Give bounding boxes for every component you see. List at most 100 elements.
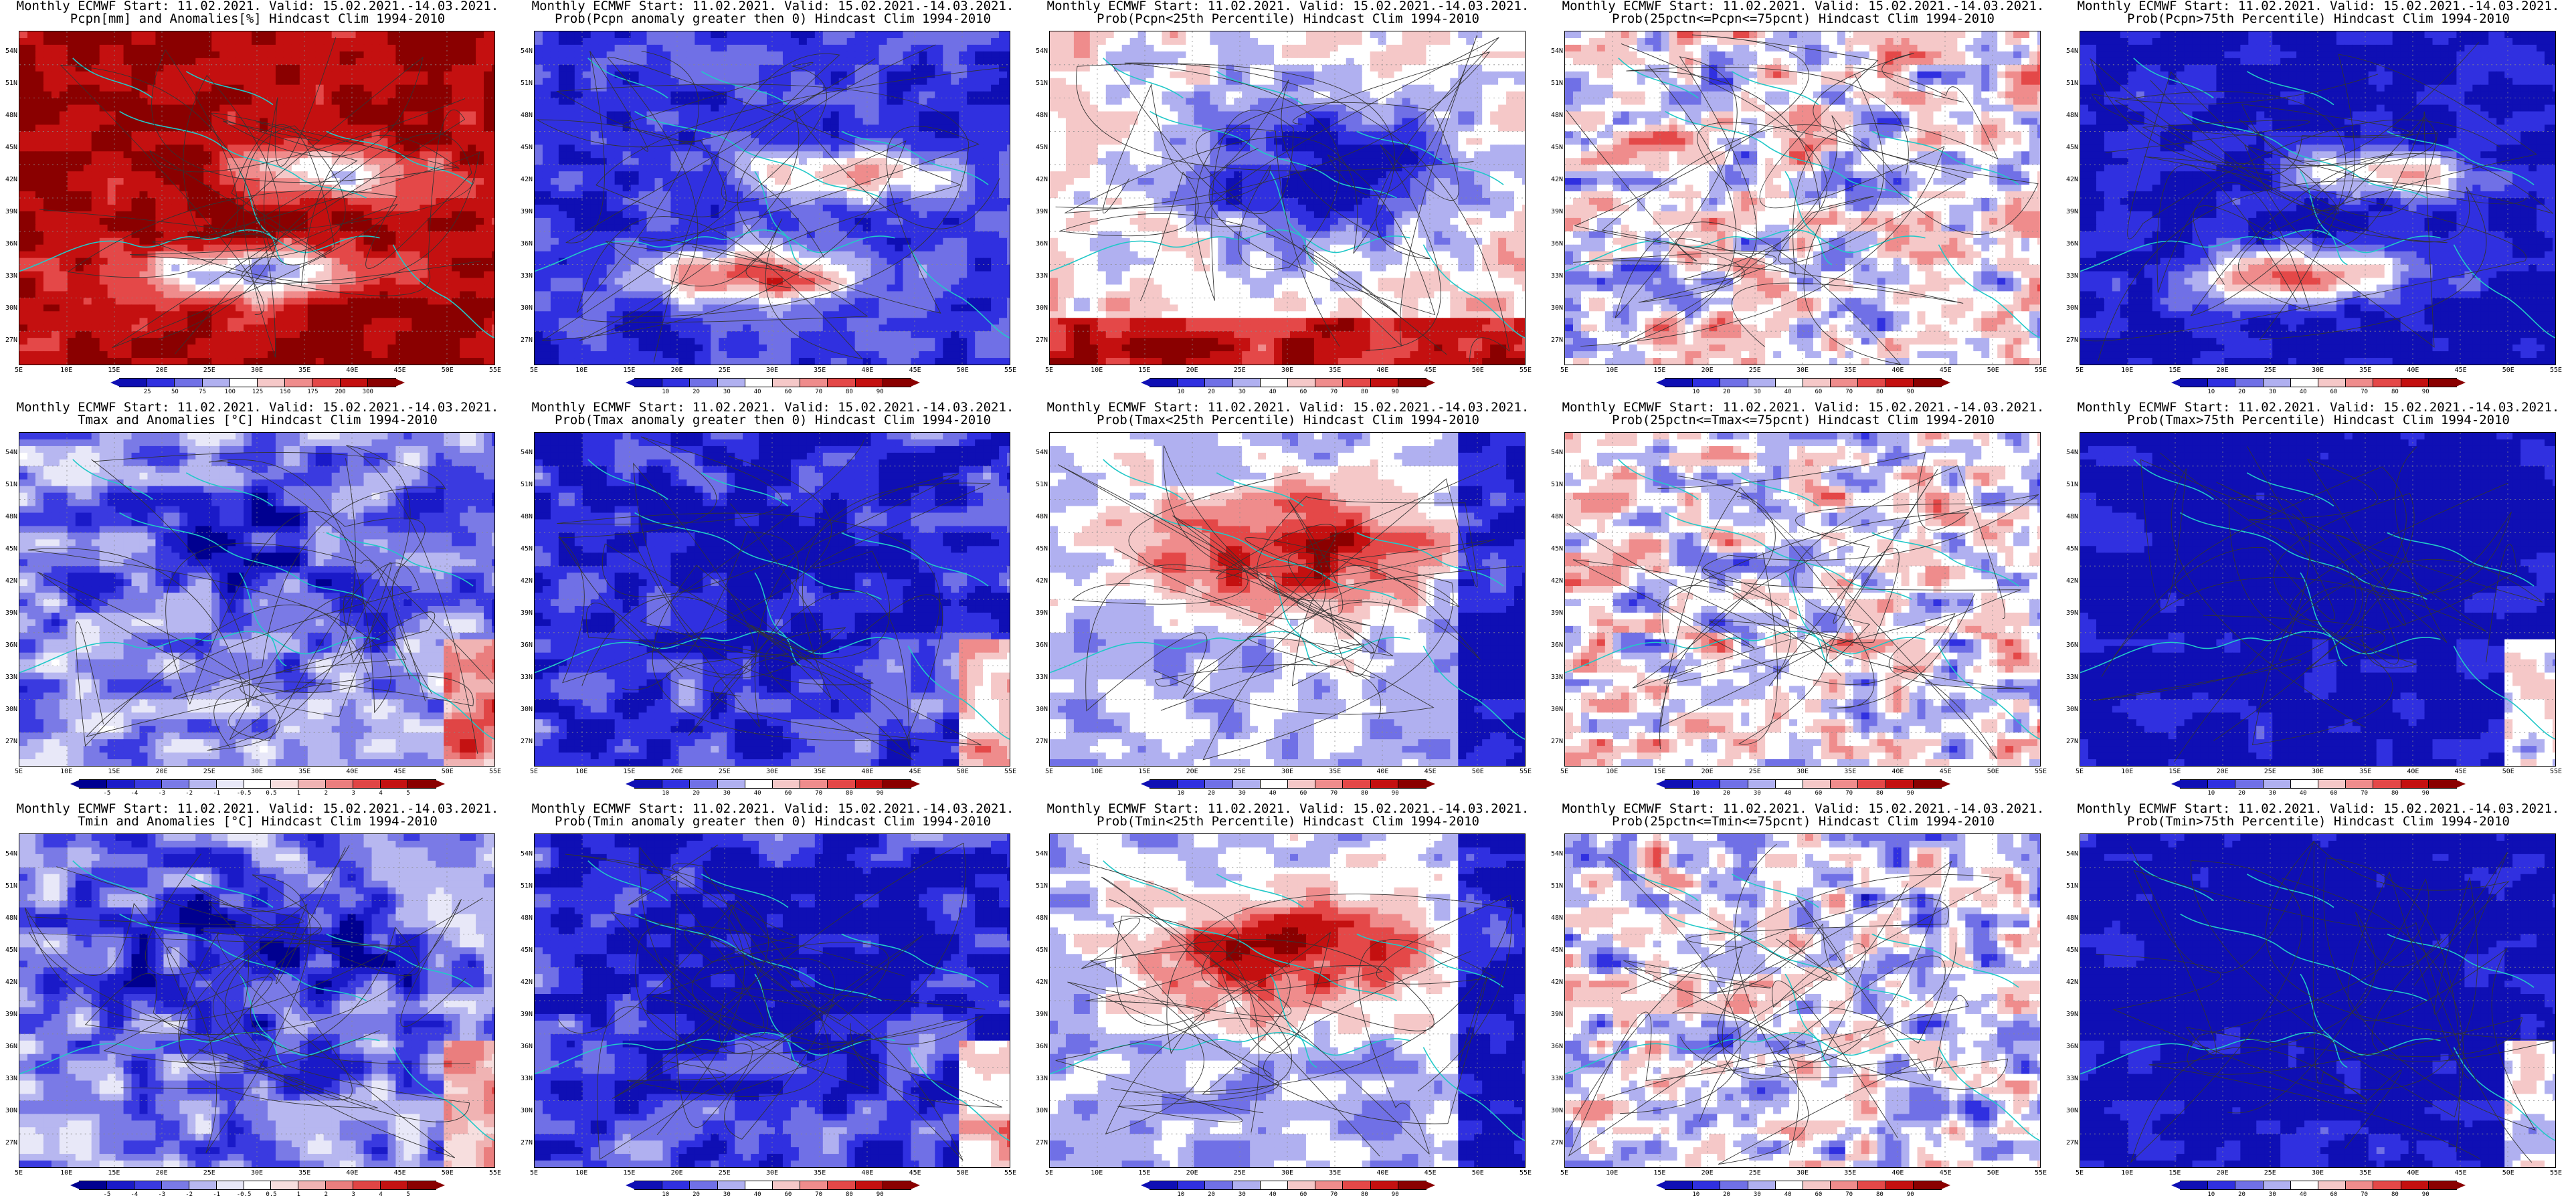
latitude-tick-label: 54N (2062, 47, 2078, 55)
colorbar-segment (1857, 779, 1888, 789)
colorbar-tick-label: 5 (406, 1191, 409, 1198)
latitude-tick-label: 42N (517, 577, 533, 585)
colorbar-segment (800, 378, 829, 387)
colorbar-left-arrow (1656, 379, 1665, 387)
colorbar-tick-label: 80 (846, 1191, 853, 1198)
coastline (1050, 229, 1410, 272)
latitude-tick-label: 36N (517, 240, 533, 247)
colorbar-segment (1692, 779, 1722, 789)
longitude-tick-label: 45E (909, 1169, 921, 1177)
colorbar-right-arrow (2456, 780, 2466, 788)
longitude-tick-label: 20E (2217, 768, 2229, 775)
colorbar-tick-label: 10 (2207, 790, 2215, 797)
longitude-tick-label: 40E (2407, 367, 2419, 374)
colorbar-segment (1397, 779, 1427, 789)
colorbar-tick-label: 40 (2300, 389, 2307, 395)
longitude-tick-label: 5E (1045, 768, 1053, 775)
colorbar-segment (325, 1181, 355, 1190)
latitude-tick-label: 42N (2062, 577, 2078, 585)
longitude-tick-label: 45E (394, 1169, 406, 1177)
colorbar-segment (1204, 1181, 1234, 1190)
longitude-tick-label: 55E (489, 768, 501, 775)
colorbar-right-arrow (1426, 1181, 1435, 1189)
colorbar-tick-label: 20 (693, 389, 700, 395)
coastline (1871, 130, 2019, 185)
longitude-tick-label: 20E (2217, 1169, 2229, 1177)
contour-line (2098, 111, 2554, 361)
latitude-tick-label: 36N (1547, 1043, 1563, 1050)
latitude-tick-label: 27N (1, 738, 17, 745)
panel-title-line2: Prob(Pcpn>75th Percentile) Hindcast Clim… (2061, 13, 2576, 25)
latitude-tick-label: 33N (1, 674, 17, 681)
latitude-tick-label: 42N (517, 979, 533, 986)
longitude-tick-label: 45E (2455, 367, 2467, 374)
coastline (1422, 244, 1525, 338)
longitude-tick-label: 55E (2550, 768, 2562, 775)
colorbar-segment (1342, 1181, 1372, 1190)
latitude-tick-label: 30N (517, 706, 533, 713)
panel-title-line1: Monthly ECMWF Start: 11.02.2021. Valid: … (2061, 401, 2576, 414)
coastline (72, 459, 274, 507)
longitude-tick-label: 25E (1234, 367, 1246, 374)
colorbar-tick-label: -0.5 (237, 1191, 252, 1198)
colorbar-segment (2345, 1181, 2375, 1190)
latitude-tick-label: 39N (1, 208, 17, 215)
contour-line (24, 866, 483, 1154)
panel-title-line1: Monthly ECMWF Start: 11.02.2021. Valid: … (515, 0, 1030, 13)
panel-title-line1: Monthly ECMWF Start: 11.02.2021. Valid: … (515, 803, 1030, 815)
colorbar-segment (689, 1181, 719, 1190)
colorbar-tick-label: 0.5 (266, 790, 276, 797)
colorbar-segment (270, 779, 300, 789)
latitude-tick-label: 42N (517, 176, 533, 183)
colorbar-segment (1857, 378, 1888, 387)
latitude-tick-label: 45N (1, 545, 17, 553)
latitude-tick-label: 48N (517, 513, 533, 520)
coastline (1356, 532, 1504, 587)
longitude-tick-label: 40E (1376, 768, 1388, 775)
latitude-tick-label: 45N (1032, 144, 1048, 151)
coastline (2300, 572, 2348, 667)
colorbar-segment (2400, 378, 2430, 387)
colorbar-tick-label: 10 (1692, 389, 1699, 395)
colorbar-segment (744, 378, 774, 387)
latitude-tick-label: 30N (2062, 1107, 2078, 1114)
colorbar-segment (1287, 779, 1317, 789)
map-field (1049, 432, 1526, 767)
contour-line (2105, 91, 2487, 340)
longitude-tick-label: 50E (1472, 1169, 1484, 1177)
longitude-tick-label: 40E (346, 768, 358, 775)
contour-line (2323, 858, 2536, 1152)
colorbar-segment (2400, 779, 2430, 789)
latitude-tick-label: 39N (2062, 1011, 2078, 1018)
colorbar-tick-label: 125 (252, 389, 263, 395)
longitude-tick-label: 40E (2407, 1169, 2419, 1177)
latitude-tick-label: 48N (2062, 513, 2078, 520)
coastline (1618, 459, 1819, 507)
colorbar-segment (380, 1181, 409, 1190)
colorbar-segment (772, 1181, 802, 1190)
longitude-tick-label: 5E (15, 1169, 23, 1177)
coastline (19, 1032, 380, 1075)
longitude-tick-label: 20E (2217, 367, 2229, 374)
coastline (72, 860, 274, 908)
longitude-tick-label: 20E (156, 1169, 168, 1177)
longitude-tick-label: 5E (2076, 768, 2084, 775)
colorbar-tick-label: 30 (2269, 389, 2276, 395)
colorbar-segment (1885, 779, 1915, 789)
contour-line (576, 51, 863, 360)
colorbar-segment (1177, 378, 1206, 387)
latitude-tick-label: 51N (1, 80, 17, 87)
map-field (1564, 31, 2041, 365)
longitude-tick-label: 45E (2455, 768, 2467, 775)
longitude-tick-label: 35E (1329, 1169, 1341, 1177)
contour-line (1632, 476, 1975, 727)
contour-line (1573, 124, 1964, 347)
coastline (326, 130, 474, 185)
latitude-tick-label: 54N (517, 850, 533, 858)
longitude-tick-label: 45E (1424, 768, 1437, 775)
latitude-tick-label: 48N (517, 112, 533, 119)
colorbar-right-arrow (911, 379, 920, 387)
contour-line (1574, 34, 1945, 347)
shaded-field (535, 31, 1010, 365)
colorbar-segment (2180, 779, 2209, 789)
